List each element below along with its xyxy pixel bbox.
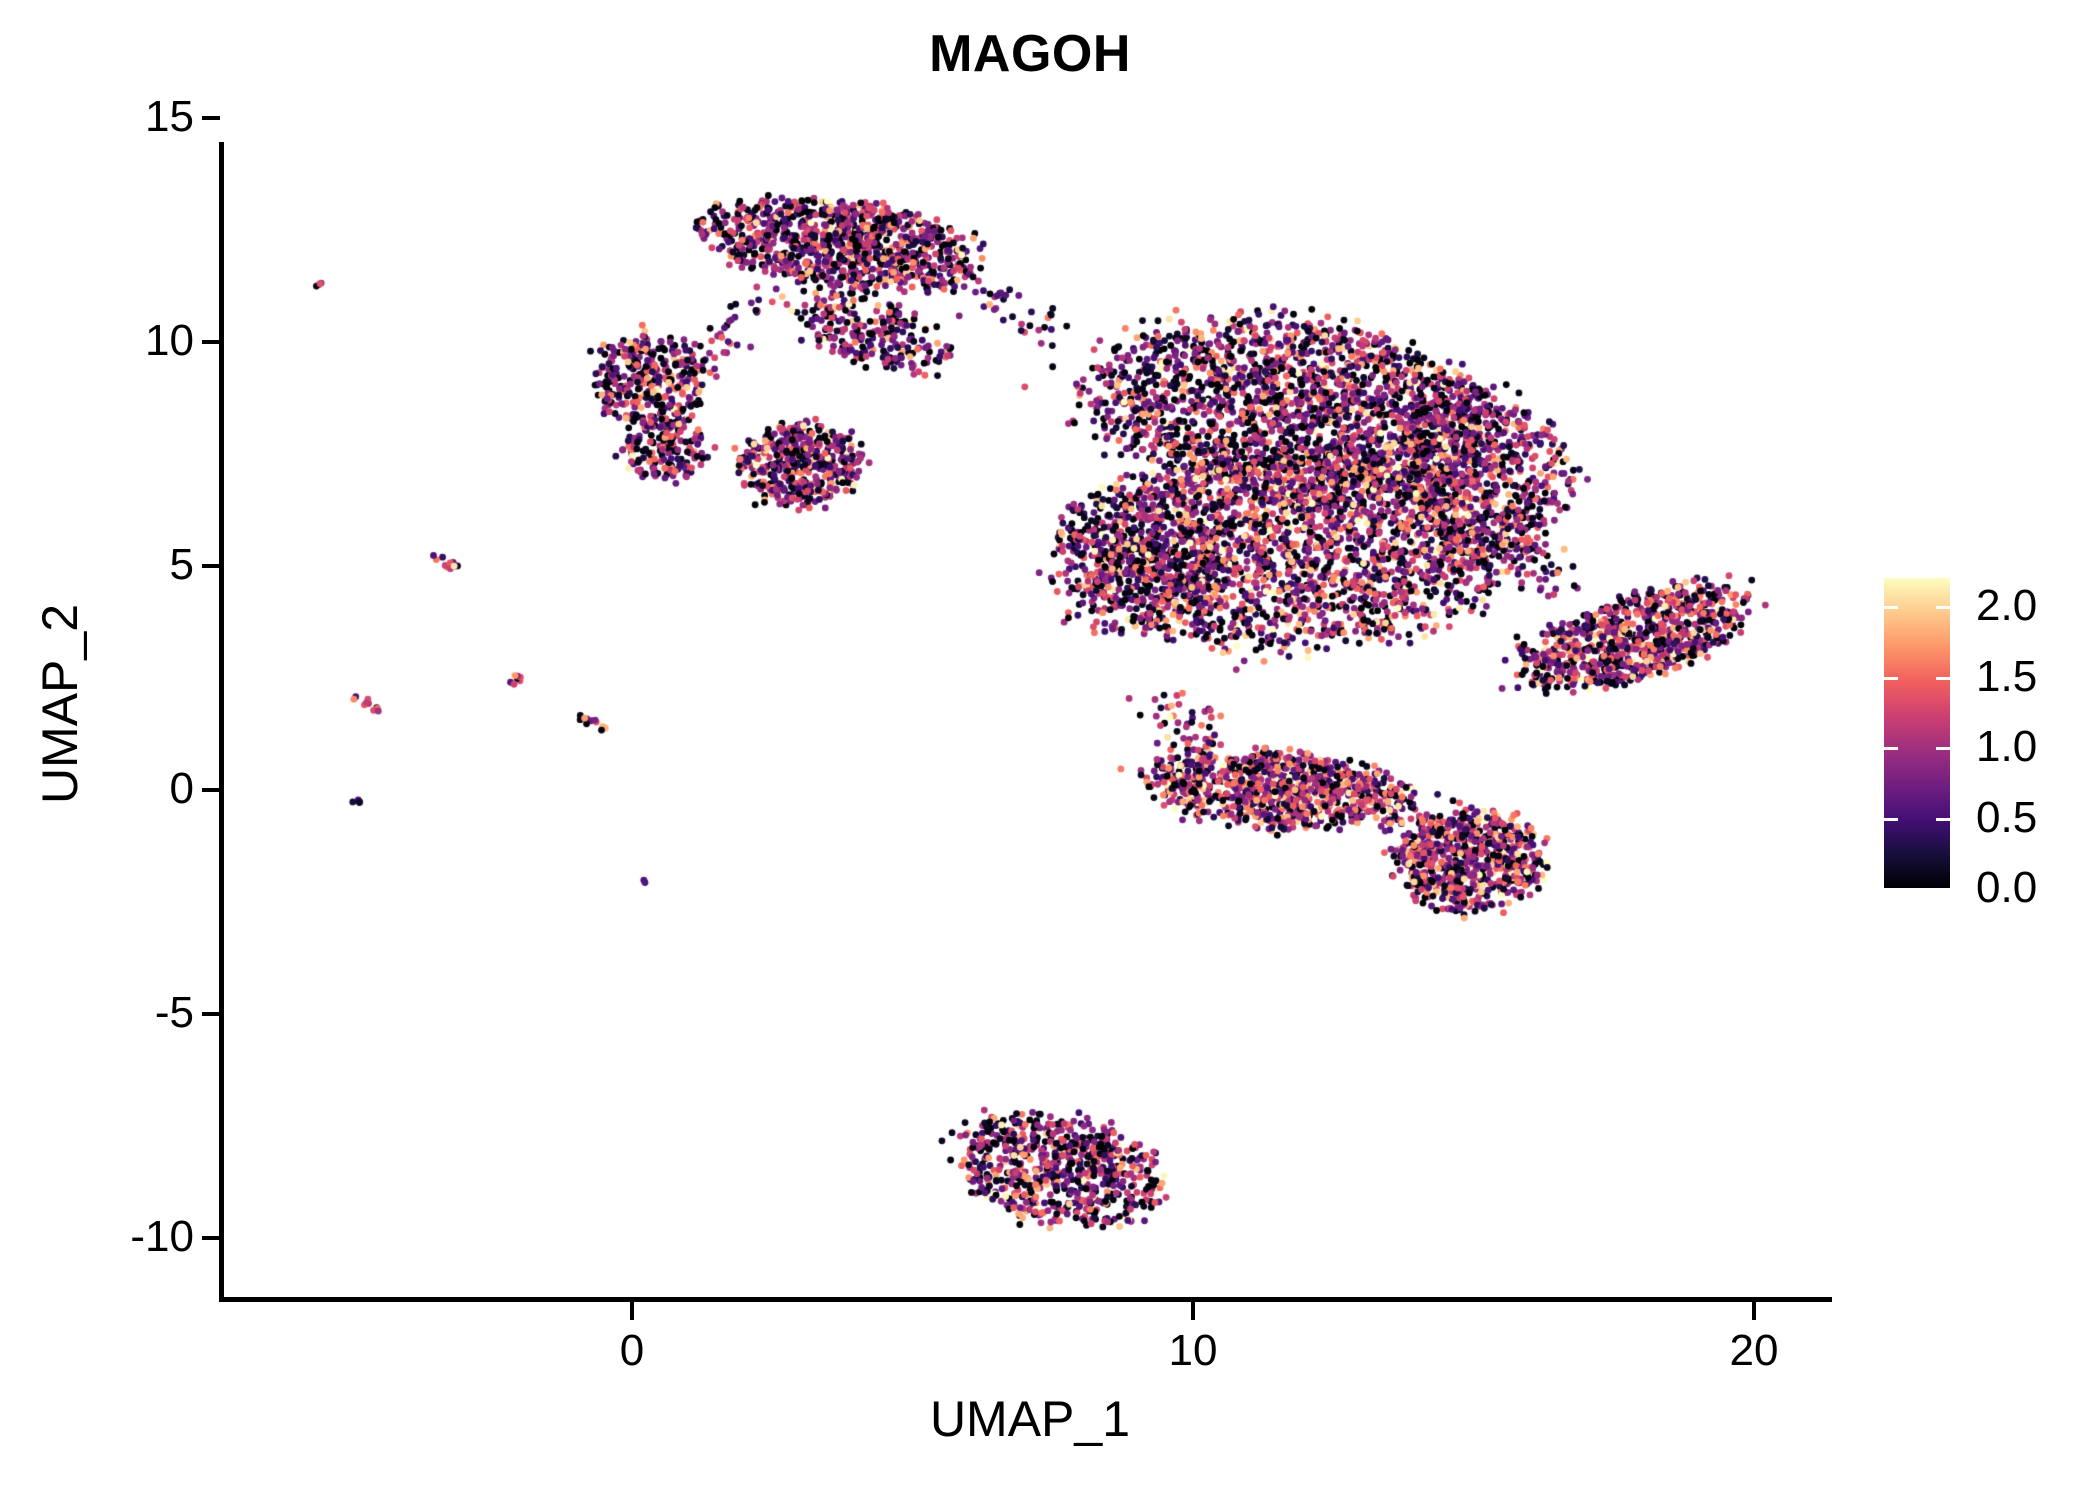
colorbar-tick-mark bbox=[1884, 888, 1898, 891]
colorbar-tick-label: 1.0 bbox=[1976, 722, 2038, 772]
x-tick-label: 10 bbox=[1168, 1326, 1218, 1375]
colorbar-tick-mark bbox=[1936, 817, 1950, 821]
colorbar-tick-mark bbox=[1884, 747, 1898, 751]
colorbar-tick-label: 2.0 bbox=[1976, 581, 2038, 631]
colorbar-tick-mark bbox=[1884, 606, 1898, 610]
x-tick-mark bbox=[630, 1302, 634, 1320]
x-tick-label: 0 bbox=[619, 1326, 645, 1375]
x-axis-line bbox=[219, 1297, 1832, 1302]
x-tick-mark bbox=[1752, 1302, 1756, 1320]
y-tick-label: 5 bbox=[169, 540, 194, 589]
y-tick-mark bbox=[202, 1012, 220, 1016]
colorbar-legend: 2.0 1.5 1.0 0.5 0.0 bbox=[1884, 578, 2084, 912]
colorbar-tick-label: 1.5 bbox=[1976, 651, 2038, 701]
y-tick-mark bbox=[202, 788, 220, 792]
colorbar-gradient bbox=[1884, 578, 1950, 888]
y-axis-line bbox=[219, 142, 224, 1302]
colorbar-tick-label: 0.5 bbox=[1976, 792, 2038, 842]
colorbar-tick-mark bbox=[1936, 888, 1950, 891]
y-tick-mark bbox=[202, 564, 220, 568]
x-tick-label: 20 bbox=[1729, 1326, 1779, 1375]
y-tick-mark bbox=[202, 1236, 220, 1240]
colorbar-tick-mark bbox=[1936, 676, 1950, 680]
y-axis-title: UMAP_2 bbox=[32, 603, 88, 805]
x-axis-title: UMAP_1 bbox=[929, 1391, 1131, 1447]
y-tick-mark bbox=[202, 116, 220, 120]
colorbar-tick-mark bbox=[1884, 817, 1898, 821]
y-tick-label: 15 bbox=[145, 92, 194, 141]
x-tick-mark bbox=[1191, 1302, 1195, 1320]
y-tick-label: -5 bbox=[154, 988, 194, 1037]
colorbar-tick-label: 0.0 bbox=[1976, 863, 2038, 912]
y-tick-mark bbox=[202, 340, 220, 344]
colorbar-tick-mark bbox=[1936, 747, 1950, 751]
colorbar-tick-mark bbox=[1884, 676, 1898, 680]
colorbar-tick-mark bbox=[1936, 606, 1950, 610]
y-tick-label: -10 bbox=[130, 1212, 194, 1261]
y-tick-label: 10 bbox=[145, 316, 194, 365]
y-tick-label: 0 bbox=[169, 764, 194, 813]
